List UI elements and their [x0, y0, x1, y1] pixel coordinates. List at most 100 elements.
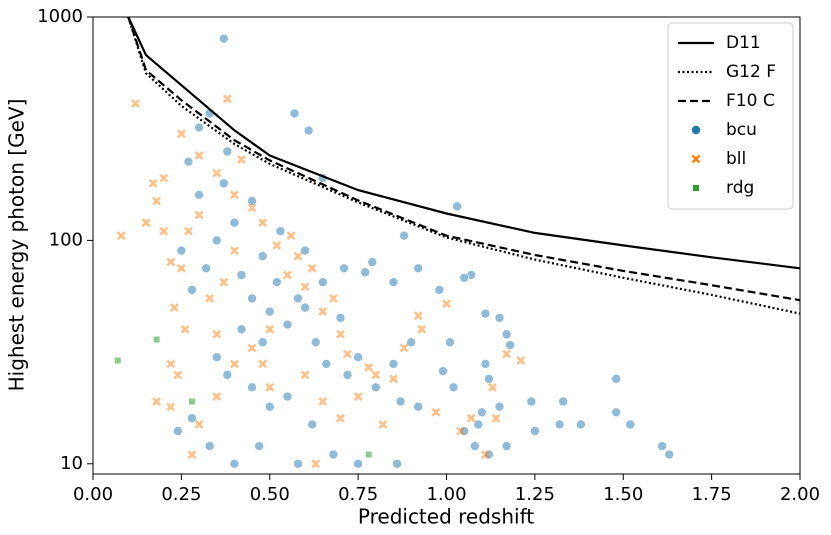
- point: [413, 311, 423, 321]
- point: [367, 257, 378, 267]
- point: [169, 303, 179, 313]
- point: [505, 340, 515, 350]
- legend: D11 G12 F F10 C bcu bll rdg: [667, 22, 794, 210]
- point: [311, 459, 321, 469]
- point: [300, 302, 310, 313]
- point: [365, 451, 372, 458]
- x-tick-label: 2.00: [780, 484, 820, 505]
- point: [353, 458, 363, 469]
- y-tick-label: 1000: [37, 6, 83, 27]
- point: [317, 277, 328, 287]
- point: [247, 382, 257, 393]
- point: [229, 359, 239, 369]
- point: [388, 277, 399, 287]
- point: [310, 337, 321, 348]
- x-tick-label: 0.00: [73, 484, 113, 505]
- x-tick-label: 0.25: [161, 484, 201, 505]
- point: [293, 251, 303, 261]
- point: [406, 337, 416, 348]
- point: [502, 349, 512, 359]
- point: [148, 178, 158, 188]
- point: [360, 267, 370, 278]
- point: [194, 122, 204, 133]
- point: [152, 196, 162, 206]
- point: [229, 190, 239, 200]
- point: [194, 420, 204, 429]
- point: [494, 313, 505, 323]
- point: [247, 343, 257, 353]
- point: [166, 359, 176, 369]
- point: [173, 370, 183, 380]
- point: [286, 231, 296, 241]
- point: [336, 329, 345, 339]
- point: [201, 263, 211, 274]
- point: [307, 419, 317, 430]
- point: [229, 217, 240, 228]
- point: [254, 441, 264, 451]
- y-tick-label: 100: [49, 229, 83, 250]
- legend-swatch: [693, 185, 699, 191]
- legend-swatch: [691, 125, 701, 135]
- point: [558, 396, 568, 407]
- point: [307, 263, 317, 273]
- point: [477, 407, 487, 418]
- point: [388, 359, 399, 369]
- point: [166, 257, 176, 267]
- point: [371, 370, 381, 380]
- point: [657, 441, 667, 451]
- x-tick-label: 1.00: [426, 484, 466, 505]
- point: [466, 413, 476, 423]
- point: [222, 146, 233, 157]
- point: [159, 226, 169, 236]
- point: [456, 426, 466, 436]
- point: [194, 151, 204, 160]
- point: [413, 263, 424, 274]
- point: [229, 246, 239, 256]
- point: [484, 374, 494, 384]
- point: [258, 218, 268, 228]
- point: [159, 173, 169, 183]
- point: [212, 168, 222, 178]
- point: [264, 401, 275, 412]
- point: [212, 329, 222, 339]
- point: [448, 382, 459, 393]
- point: [114, 357, 121, 364]
- point: [300, 370, 310, 380]
- point: [452, 201, 462, 212]
- point: [275, 226, 286, 236]
- point: [328, 293, 338, 303]
- point: [469, 441, 480, 451]
- point: [204, 441, 215, 451]
- point: [176, 245, 187, 256]
- point: [300, 282, 310, 292]
- point: [247, 203, 257, 213]
- legend-label: bll: [726, 149, 746, 169]
- point: [218, 33, 229, 44]
- point: [153, 336, 160, 343]
- point: [116, 231, 126, 241]
- point: [576, 419, 586, 430]
- legend-label: F10 C: [726, 91, 775, 111]
- point: [342, 370, 353, 380]
- point: [218, 178, 229, 189]
- point: [264, 306, 275, 317]
- x-tick-label: 0.50: [250, 484, 290, 505]
- point: [289, 108, 300, 119]
- point: [395, 396, 406, 407]
- point: [265, 324, 275, 334]
- point: [173, 426, 183, 436]
- point: [399, 230, 409, 241]
- point: [236, 324, 247, 335]
- point: [389, 374, 398, 384]
- point: [194, 210, 204, 220]
- x-tick-label: 1.75: [692, 484, 732, 505]
- point: [318, 397, 328, 406]
- point: [318, 307, 328, 317]
- point: [237, 155, 246, 165]
- point: [187, 285, 197, 295]
- point: [247, 196, 257, 206]
- legend-label: rdg: [726, 178, 754, 198]
- point: [180, 324, 190, 334]
- data-layer: [114, 16, 801, 469]
